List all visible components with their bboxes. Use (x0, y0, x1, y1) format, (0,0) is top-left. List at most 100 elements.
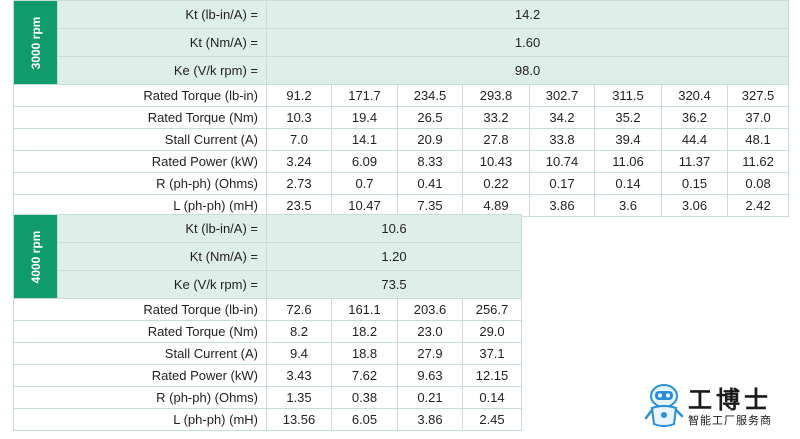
cell: 8.33 (397, 150, 463, 173)
cell: 10.74 (529, 150, 595, 173)
table-row: Rated Power (kW) 3.24 6.09 8.33 10.43 10… (13, 150, 790, 173)
cell: 3.24 (266, 150, 332, 173)
row-label: Rated Power (kW) (13, 364, 267, 387)
cell: 33.8 (529, 128, 595, 151)
cell: 311.5 (594, 84, 662, 107)
row-label: Rated Torque (lb-in) (13, 298, 267, 321)
table-row: Rated Torque (Nm) 8.2 18.2 23.0 29.0 (13, 320, 522, 343)
cell: 26.5 (397, 106, 463, 129)
cell: 0.7 (331, 172, 398, 195)
cell: 39.4 (594, 128, 662, 151)
brand-tagline: 智能工厂服务商 (688, 415, 772, 427)
cell: 2.73 (266, 172, 332, 195)
table-row: Stall Current (A) 7.0 14.1 20.9 27.8 33.… (13, 128, 790, 151)
cell: 48.1 (726, 128, 790, 151)
cell: 10.3 (266, 106, 332, 129)
cell: 14.1 (331, 128, 398, 151)
cell: 0.38 (331, 386, 398, 409)
table-row: Stall Current (A) 9.4 18.8 27.9 37.1 (13, 342, 522, 365)
constant-row: Kt (Nm/A) = 1.60 (14, 28, 790, 57)
cell: 3.86 (529, 194, 595, 217)
cell: 0.14 (462, 386, 522, 409)
table-row: R (ph-ph) (Ohms) 2.73 0.7 0.41 0.22 0.17… (13, 172, 790, 195)
cell: 23.0 (397, 320, 463, 343)
cell: 161.1 (331, 298, 398, 321)
cell: 3.06 (661, 194, 728, 217)
row-label: Rated Torque (Nm) (13, 320, 267, 343)
cell: 302.7 (529, 84, 595, 107)
row-label: Stall Current (A) (13, 342, 267, 365)
constant-label: Ke (V/k rpm) = (57, 56, 267, 85)
cell: 6.09 (331, 150, 398, 173)
cell: 9.63 (397, 364, 463, 387)
table-row: R (ph-ph) (Ohms) 1.35 0.38 0.21 0.14 (13, 386, 522, 409)
constant-label: Kt (lb-in/A) = (57, 214, 267, 243)
constant-label: Kt (Nm/A) = (57, 28, 267, 57)
cell: 2.42 (726, 194, 790, 217)
cell: 203.6 (397, 298, 463, 321)
cell: 3.86 (397, 408, 463, 431)
table-row: L (ph-ph) (mH) 23.5 10.47 7.35 4.89 3.86… (13, 194, 790, 217)
cell: 18.2 (331, 320, 398, 343)
cell: 13.56 (266, 408, 332, 431)
cell: 12.15 (462, 364, 522, 387)
row-label: Rated Torque (Nm) (13, 106, 267, 129)
cell: 0.41 (397, 172, 463, 195)
spec-table-4000rpm: 4000 rpm Kt (lb-in/A) = 10.6 Kt (Nm/A) =… (13, 214, 522, 431)
cell: 293.8 (462, 84, 530, 107)
cell: 0.14 (594, 172, 662, 195)
cell: 27.8 (462, 128, 530, 151)
constant-value: 10.6 (266, 214, 522, 243)
constant-row: Ke (V/k rpm) = 98.0 (14, 56, 790, 85)
cell: 0.17 (529, 172, 595, 195)
row-label: Rated Torque (lb-in) (13, 84, 267, 107)
constant-row: Ke (V/k rpm) = 73.5 (14, 270, 522, 299)
constant-label: Kt (Nm/A) = (57, 242, 267, 271)
cell: 0.22 (462, 172, 530, 195)
cell: 0.08 (726, 172, 790, 195)
cell: 35.2 (594, 106, 662, 129)
cell: 11.37 (661, 150, 728, 173)
table-row: Rated Torque (lb-in) 91.2 171.7 234.5 29… (13, 84, 790, 107)
cell: 11.62 (726, 150, 790, 173)
constant-value: 1.20 (266, 242, 522, 271)
row-label: Stall Current (A) (13, 128, 267, 151)
cell: 9.4 (266, 342, 332, 365)
row-label: Rated Power (kW) (13, 150, 267, 173)
cell: 1.35 (266, 386, 332, 409)
constant-value: 73.5 (266, 270, 522, 299)
section-label-4000: 4000 rpm (13, 214, 58, 299)
table-row: L (ph-ph) (mH) 13.56 6.05 3.86 2.45 (13, 408, 522, 431)
section-label-3000: 3000 rpm (13, 0, 58, 85)
robot-mascot-icon (644, 382, 684, 435)
cell: 3.43 (266, 364, 332, 387)
cell: 11.06 (594, 150, 662, 173)
constant-value: 98.0 (265, 56, 790, 85)
cell: 0.15 (661, 172, 728, 195)
cell: 7.62 (331, 364, 398, 387)
constant-row: 4000 rpm Kt (lb-in/A) = 10.6 (13, 214, 522, 299)
section-label-text: 3000 rpm (28, 16, 43, 69)
cell: 37.0 (726, 106, 790, 129)
watermark-logo: 工博士 智能工厂服务商 (644, 380, 794, 432)
cell: 33.2 (462, 106, 530, 129)
cell: 8.2 (266, 320, 332, 343)
cell: 2.45 (462, 408, 522, 431)
table-row: Rated Torque (Nm) 10.3 19.4 26.5 33.2 34… (13, 106, 790, 129)
cell: 6.05 (331, 408, 398, 431)
spec-table-3000rpm: 3000 rpm Kt (lb-in/A) = 14.2 Kt (Nm/A) =… (13, 0, 790, 217)
cell: 29.0 (462, 320, 522, 343)
cell: 72.6 (266, 298, 332, 321)
cell: 91.2 (266, 84, 332, 107)
cell: 3.6 (594, 194, 662, 217)
cell: 171.7 (331, 84, 398, 107)
row-label: R (ph-ph) (Ohms) (13, 386, 267, 409)
cell: 19.4 (331, 106, 398, 129)
constant-row: Kt (Nm/A) = 1.20 (14, 242, 522, 271)
row-label: R (ph-ph) (Ohms) (13, 172, 267, 195)
cell: 36.2 (661, 106, 728, 129)
cell: 4.89 (462, 194, 530, 217)
cell: 18.8 (331, 342, 398, 365)
cell: 327.5 (726, 84, 790, 107)
cell: 10.43 (462, 150, 530, 173)
